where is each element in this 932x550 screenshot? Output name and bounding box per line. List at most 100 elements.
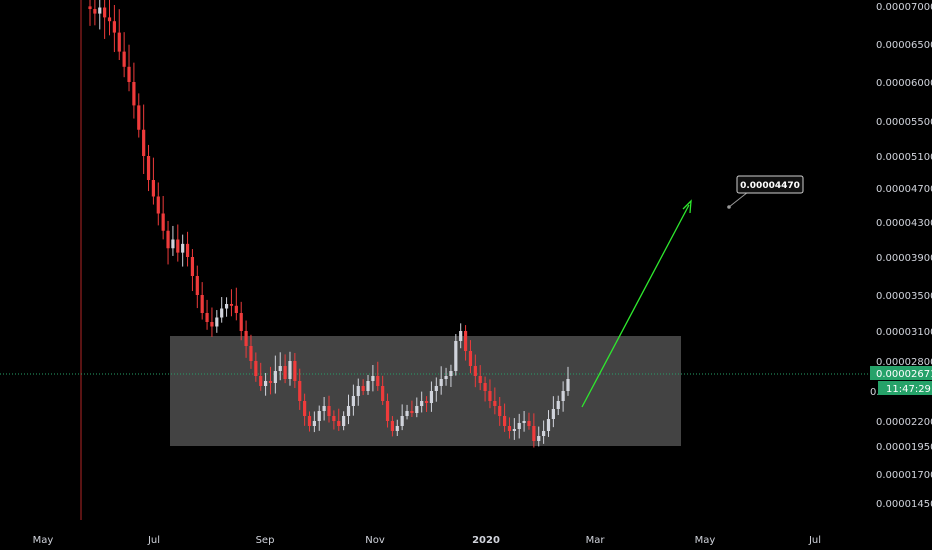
y-tick-label: 0.00002800	[876, 357, 932, 368]
candle-body	[200, 295, 204, 313]
y-tick-label: 0.00003100	[876, 327, 932, 338]
candle-body	[449, 371, 453, 376]
candle-body	[381, 386, 385, 401]
candle-body	[146, 156, 151, 180]
candle-body	[463, 331, 468, 351]
x-axis[interactable]: May Jul Sep Nov 2020 Mar May Jul	[33, 535, 821, 546]
candle-body	[537, 436, 541, 441]
x-tick-label: Nov	[365, 535, 385, 546]
y-axis[interactable]: 0.00007000 0.00006500 0.00006000 0.00005500…	[876, 2, 932, 510]
candle-body	[293, 361, 297, 381]
candle-body	[376, 376, 380, 386]
candle-body	[103, 7, 107, 18]
candle-body	[351, 396, 355, 406]
candle-body	[312, 421, 316, 426]
y-tick-label: 0.00001950	[876, 442, 932, 453]
candle-body	[512, 429, 516, 431]
candle-body	[415, 406, 419, 413]
y-tick-label: 0.00004300	[876, 218, 932, 229]
candle-body	[502, 416, 507, 426]
candle-body	[117, 32, 121, 52]
candle-body	[327, 406, 331, 416]
candle-body	[434, 386, 438, 391]
candle-body	[429, 391, 434, 403]
candle-body	[244, 331, 248, 346]
x-tick-label: May	[695, 535, 716, 546]
countdown-partial-tick: 0.	[870, 387, 880, 398]
candle-body	[156, 196, 160, 214]
candle-body	[444, 376, 448, 379]
candle-body	[420, 401, 424, 406]
candle-body	[161, 213, 165, 231]
candle-body	[224, 304, 229, 309]
candle-body	[454, 341, 458, 371]
y-tick-label: 0.00003900	[876, 253, 932, 264]
y-tick-label: 0.00005100	[876, 152, 932, 163]
candle-body	[288, 361, 292, 379]
candle-body	[185, 243, 190, 257]
candle-body	[395, 426, 399, 431]
candle-body	[88, 6, 92, 10]
current-price-value: 0.00002671	[876, 369, 932, 380]
candle-body	[122, 51, 126, 67]
candle-body	[322, 406, 326, 411]
range-box[interactable]	[170, 336, 681, 446]
candle-body	[317, 411, 321, 421]
candle-body	[132, 82, 136, 106]
candle-body	[546, 419, 551, 431]
candle-body	[566, 379, 570, 391]
candle-body	[366, 381, 370, 391]
candle-body	[439, 379, 443, 386]
candle-body	[195, 276, 199, 295]
candle-body	[346, 406, 351, 416]
candle-body	[166, 230, 170, 249]
candle-body	[283, 366, 287, 379]
x-tick-label: Jul	[808, 535, 821, 546]
candle-body	[254, 361, 258, 376]
y-tick-label: 0.00005500	[876, 117, 932, 128]
current-price-tag: 0.00002671 0. 11:47:29	[870, 366, 932, 398]
candle-body	[410, 411, 414, 413]
candle-body	[459, 331, 463, 341]
candle-body	[522, 421, 526, 423]
candle-body	[278, 366, 282, 371]
candle-body	[542, 431, 546, 436]
candle-body	[424, 401, 429, 403]
candle-body	[390, 421, 395, 431]
candle-body	[205, 313, 209, 322]
candle-body	[93, 9, 97, 14]
candle-body	[137, 105, 141, 130]
candle-body	[493, 401, 497, 406]
candle-body	[263, 381, 268, 386]
candle-body	[190, 257, 195, 276]
target-arrow[interactable]	[581, 199, 692, 408]
candle-body	[478, 376, 482, 383]
candles-group	[88, 0, 570, 448]
candle-body	[234, 305, 238, 313]
candle-body	[551, 409, 555, 419]
x-tick-label: 2020	[472, 535, 500, 546]
x-tick-label: Mar	[586, 535, 606, 546]
candle-body	[527, 421, 531, 426]
candle-body	[332, 416, 336, 421]
candle-body	[112, 21, 116, 33]
candle-body	[356, 386, 360, 396]
candle-body	[181, 243, 185, 253]
y-tick-label: 0.00002200	[876, 417, 932, 428]
y-tick-label: 0.00006000	[876, 78, 932, 89]
candle-body	[142, 129, 146, 156]
x-tick-label: May	[33, 535, 54, 546]
candle-body	[176, 239, 180, 253]
candle-body	[405, 411, 409, 416]
candle-body	[268, 381, 273, 383]
candle-body	[151, 180, 156, 197]
candle-body	[215, 317, 219, 327]
candle-body	[488, 391, 492, 401]
y-tick-label: 0.00004700	[876, 184, 932, 195]
target-callout[interactable]: 0.00004470	[727, 175, 804, 209]
x-tick-label: Sep	[256, 535, 275, 546]
candle-body	[298, 381, 302, 401]
candle-body	[127, 66, 131, 82]
